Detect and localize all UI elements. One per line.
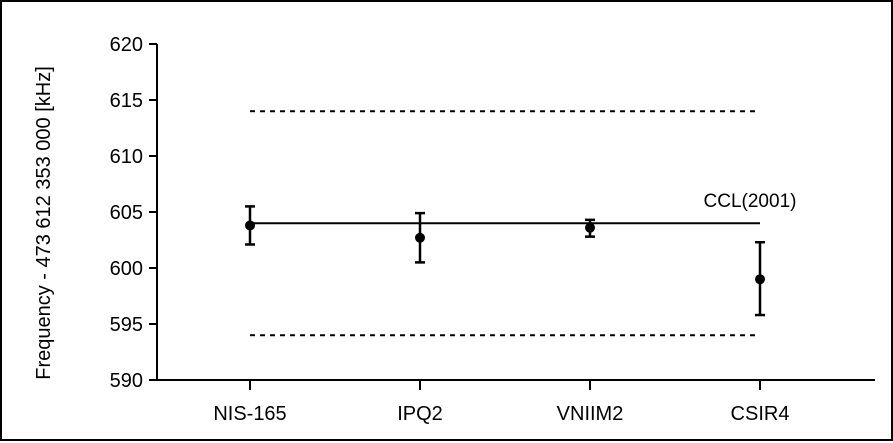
data-marks	[245, 205, 765, 317]
data-point	[415, 232, 425, 243]
data-point	[245, 220, 255, 231]
y-axis-label: Frequency - 473 612 353 000 [kHz]	[33, 66, 55, 380]
data-point	[585, 222, 595, 233]
x-tick-label: NIS-165	[213, 403, 286, 425]
y-tick-label: 615	[110, 90, 143, 112]
reference-lines	[250, 110, 760, 337]
axes: 590 595 600 605 610 615 620 NIS-165 IPQ2 VNIIM2 CS…	[110, 34, 875, 425]
y-tick-label: 595	[110, 314, 143, 336]
x-tick-label: IPQ2	[397, 403, 443, 425]
y-tick-label: 590	[110, 370, 143, 392]
y-tick-label: 605	[110, 202, 143, 224]
data-point	[755, 274, 765, 285]
y-tick-label: 620	[110, 34, 143, 56]
x-tick-label: VNIIM2	[557, 403, 624, 425]
x-tick-label: CSIR4	[731, 403, 790, 425]
y-tick-label: 600	[110, 258, 143, 280]
y-tick-label: 610	[110, 146, 143, 168]
ccl-2001-label: CCL(2001)	[704, 191, 797, 212]
